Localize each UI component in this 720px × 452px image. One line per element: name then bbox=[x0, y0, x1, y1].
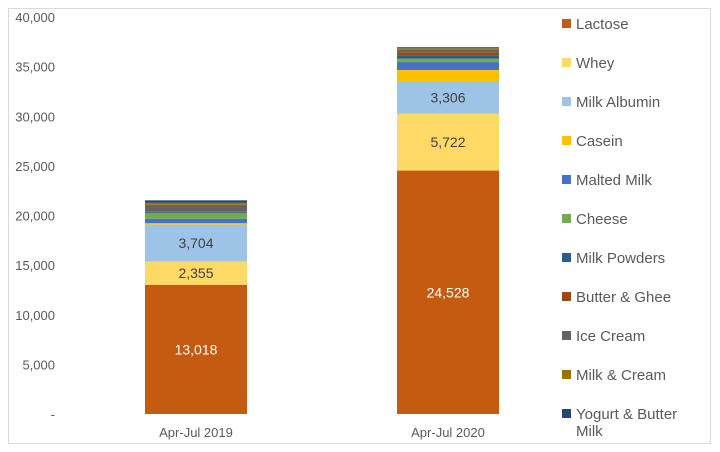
bars: 13,018 2,355 3,704 24,528 5,722 3,306 bbox=[145, 47, 499, 414]
legend-label: Milk Albumin bbox=[576, 94, 660, 111]
chart-frame bbox=[8, 8, 711, 444]
legend-swatch bbox=[562, 214, 571, 223]
bar-segment-casein bbox=[145, 223, 247, 225]
legend-swatch bbox=[562, 175, 571, 184]
legend-label: Casein bbox=[576, 133, 623, 150]
bar-segment-butter-ghee bbox=[397, 52, 499, 56]
data-label: 3,306 bbox=[430, 89, 465, 105]
y-tick-label: 25,000 bbox=[15, 159, 55, 174]
bar-segment-lactose bbox=[145, 284, 247, 414]
y-tick-label: 5,000 bbox=[22, 357, 55, 372]
legend-swatch bbox=[562, 409, 571, 418]
legend-swatch bbox=[562, 370, 571, 379]
legend-label: Ice Cream bbox=[576, 328, 645, 345]
bar-segment-casein bbox=[397, 70, 499, 81]
bar-segment-milk-powders bbox=[145, 212, 247, 214]
legend-label: Milk Powders bbox=[576, 250, 665, 267]
y-tick-label: 40,000 bbox=[15, 10, 55, 25]
legend-label: Malted Milk bbox=[576, 172, 652, 189]
legend-swatch bbox=[562, 58, 571, 67]
legend-swatch bbox=[562, 331, 571, 340]
bar-segment-cheese bbox=[145, 213, 247, 219]
y-tick-label: 35,000 bbox=[15, 60, 55, 75]
y-tick-label: 10,000 bbox=[15, 308, 55, 323]
data-label: 13,018 bbox=[175, 341, 218, 357]
bar-segment-butter-ghee bbox=[145, 211, 247, 213]
x-category-label: Apr-Jul 2020 bbox=[411, 425, 485, 440]
legend: Lactose Whey Milk Albumin Casein Malted Milk… bbox=[562, 16, 677, 440]
x-axis: Apr-Jul 2019 Apr-Jul 2020 bbox=[159, 425, 485, 440]
legend-swatch bbox=[562, 253, 571, 262]
bar-segment-cheese bbox=[397, 58, 499, 63]
legend-label: Whey bbox=[576, 55, 615, 72]
y-axis: - 5,000 10,000 15,000 20,000 25,000 30,000 35,0… bbox=[15, 10, 55, 422]
y-tick-label: 20,000 bbox=[15, 209, 55, 224]
legend-swatch bbox=[562, 292, 571, 301]
bar-segment-lactose bbox=[397, 170, 499, 414]
bar-segment-milk-cream bbox=[145, 202, 247, 205]
y-tick-label: - bbox=[51, 407, 55, 422]
bar-segment-ice-cream bbox=[145, 204, 247, 212]
bar-segment-milk-cream bbox=[397, 48, 499, 50]
data-label: 2,355 bbox=[178, 265, 213, 281]
bar-segment-whey bbox=[397, 113, 499, 171]
legend-label: Yogurt & Butter Milk bbox=[576, 406, 677, 440]
y-tick-label: 30,000 bbox=[15, 109, 55, 124]
bar-segment-milk-albumin bbox=[145, 224, 247, 262]
bar-segment-whey bbox=[145, 261, 247, 285]
legend-label: Cheese bbox=[576, 211, 628, 228]
data-label: 3,704 bbox=[178, 235, 213, 251]
legend-label: Milk & Cream bbox=[576, 367, 666, 384]
bar-segment-milk-albumin bbox=[397, 80, 499, 114]
legend-swatch bbox=[562, 97, 571, 106]
bar-segment-ice-cream bbox=[397, 49, 499, 53]
legend-swatch bbox=[562, 136, 571, 145]
bar-segment-malted-milk bbox=[397, 62, 499, 71]
bar-segment-yogurt-butter-milk bbox=[397, 47, 499, 49]
x-category-label: Apr-Jul 2019 bbox=[159, 425, 233, 440]
y-tick-label: 15,000 bbox=[15, 258, 55, 273]
bar-segment-malted-milk bbox=[145, 218, 247, 224]
legend-label: Butter & Ghee bbox=[576, 289, 671, 306]
data-label: 5,722 bbox=[430, 134, 465, 150]
legend-swatch bbox=[562, 19, 571, 28]
bar-segment-yogurt-butter-milk bbox=[145, 200, 247, 203]
legend-label: Lactose bbox=[576, 16, 629, 33]
data-label: 24,528 bbox=[427, 284, 470, 300]
bar-segment-milk-powders bbox=[397, 55, 499, 59]
